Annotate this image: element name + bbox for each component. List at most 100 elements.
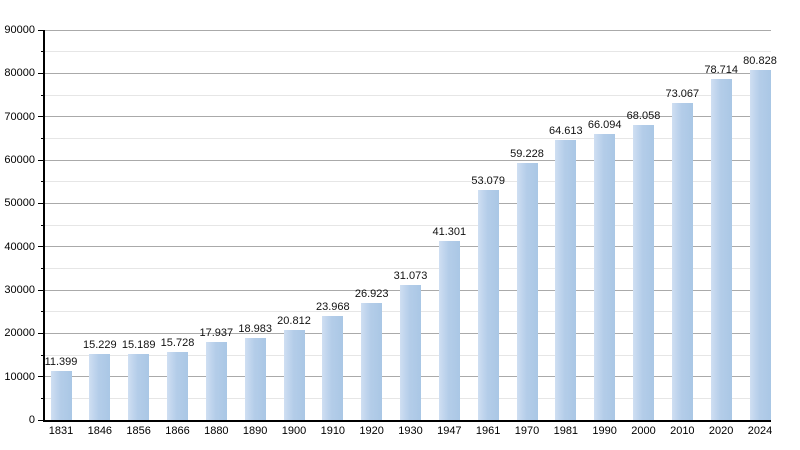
major-gridline bbox=[44, 116, 771, 118]
bar-value-label: 64.613 bbox=[549, 125, 583, 137]
y-minor-tick bbox=[41, 267, 44, 269]
bar-1981 bbox=[555, 140, 577, 420]
bar-value-label: 17.937 bbox=[199, 327, 234, 340]
minor-gridline bbox=[44, 51, 771, 53]
bar-1831 bbox=[50, 370, 72, 420]
bar-1961 bbox=[477, 189, 499, 420]
bar-value-label: 15.189 bbox=[121, 339, 156, 352]
bar-value-label: 73.067 bbox=[665, 88, 700, 101]
x-axis-tick-label: 2000 bbox=[631, 425, 656, 437]
x-axis-tick-label: 2024 bbox=[747, 425, 773, 437]
y-minor-tick bbox=[41, 397, 44, 399]
bar-2000 bbox=[633, 125, 654, 420]
x-axis-tick-label: 2010 bbox=[670, 425, 695, 437]
y-axis-tick-label: 70000 bbox=[4, 110, 35, 123]
y-axis-tick-label: 30000 bbox=[4, 284, 35, 296]
bar-value-label: 80.828 bbox=[743, 54, 777, 67]
major-gridline bbox=[44, 246, 771, 248]
x-axis-tick-label: 2020 bbox=[708, 425, 734, 437]
x-axis-tick-label: 1961 bbox=[475, 425, 501, 437]
major-gridline bbox=[44, 72, 771, 74]
bar-value-label: 11.399 bbox=[44, 355, 78, 368]
bar-value-label: 15.728 bbox=[160, 336, 195, 349]
y-major-tick bbox=[38, 289, 44, 291]
bar-1880 bbox=[205, 342, 227, 420]
x-axis-tick-label: 1910 bbox=[320, 425, 346, 437]
bar-1890 bbox=[244, 337, 266, 420]
x-axis-tick-label: 1866 bbox=[165, 425, 190, 437]
bar-1900 bbox=[283, 329, 305, 420]
y-axis-tick-label: 40000 bbox=[4, 240, 35, 253]
bar-1990 bbox=[594, 133, 616, 420]
bar-value-label: 26.923 bbox=[354, 288, 389, 301]
y-minor-tick bbox=[41, 354, 44, 356]
y-axis-tick-label: 0 bbox=[28, 414, 35, 426]
bar-value-label: 41.301 bbox=[432, 226, 467, 239]
bar-value-label: 31.073 bbox=[393, 270, 428, 283]
y-minor-tick bbox=[41, 94, 44, 96]
bar-1970 bbox=[516, 163, 538, 420]
y-axis-tick-label: 50000 bbox=[4, 197, 35, 210]
y-minor-tick bbox=[41, 311, 44, 313]
y-major-tick bbox=[38, 332, 44, 334]
minor-gridline bbox=[44, 181, 771, 183]
bar-1930 bbox=[400, 285, 421, 420]
x-axis-tick-label: 1856 bbox=[126, 425, 151, 437]
x-axis-tick-label: 1947 bbox=[437, 425, 462, 437]
bar-1866 bbox=[167, 351, 188, 420]
bar-value-label: 18.983 bbox=[238, 322, 272, 335]
y-axis-tick-label: 90000 bbox=[4, 24, 35, 36]
x-axis bbox=[43, 420, 771, 422]
minor-gridline bbox=[44, 137, 771, 139]
bar-2010 bbox=[671, 103, 693, 420]
bar-value-label: 15.229 bbox=[83, 339, 117, 351]
minor-gridline bbox=[44, 267, 771, 269]
x-axis-tick-label: 1900 bbox=[281, 425, 307, 437]
bar-2020 bbox=[710, 78, 732, 420]
y-minor-tick bbox=[41, 181, 44, 183]
bar-value-label: 68.058 bbox=[626, 110, 661, 123]
y-axis-tick-label: 20000 bbox=[4, 327, 35, 340]
x-axis-tick-label: 1990 bbox=[592, 425, 617, 437]
major-gridline bbox=[44, 159, 771, 161]
bar-1947 bbox=[438, 241, 460, 420]
bar-1920 bbox=[361, 303, 383, 420]
bar-1910 bbox=[322, 316, 344, 420]
minor-gridline bbox=[44, 94, 771, 96]
y-major-tick bbox=[38, 246, 44, 248]
y-axis-tick-label: 10000 bbox=[4, 370, 35, 383]
bar-value-label: 78.714 bbox=[704, 63, 738, 76]
bar-value-label: 66.094 bbox=[587, 118, 622, 131]
y-minor-tick bbox=[41, 224, 44, 226]
bar-2024 bbox=[749, 69, 771, 420]
bar-value-label: 23.968 bbox=[316, 301, 350, 314]
major-gridline bbox=[44, 202, 771, 204]
y-axis-tick-label: 60000 bbox=[4, 154, 35, 166]
x-axis-tick-label: 1831 bbox=[48, 425, 74, 437]
minor-gridline bbox=[44, 224, 771, 226]
y-major-tick bbox=[38, 29, 44, 31]
x-axis-tick-label: 1981 bbox=[553, 425, 579, 437]
y-major-tick bbox=[38, 376, 44, 378]
x-axis-tick-label: 1880 bbox=[204, 425, 229, 437]
y-axis bbox=[43, 30, 45, 421]
y-minor-tick bbox=[41, 137, 44, 139]
bar-1856 bbox=[128, 354, 150, 420]
x-axis-tick-label: 1930 bbox=[398, 425, 423, 437]
y-major-tick bbox=[38, 159, 44, 161]
y-minor-tick bbox=[41, 51, 44, 53]
bar-value-label: 20.812 bbox=[277, 314, 311, 327]
x-axis-tick-label: 1920 bbox=[359, 425, 384, 437]
bar-1846 bbox=[89, 354, 111, 420]
y-major-tick bbox=[38, 202, 44, 204]
bar-value-label: 59.228 bbox=[510, 148, 544, 161]
y-major-tick bbox=[38, 72, 44, 74]
x-axis-tick-label: 1890 bbox=[242, 425, 268, 437]
y-major-tick bbox=[38, 419, 44, 421]
y-major-tick bbox=[38, 116, 44, 118]
x-axis-tick-label: 1846 bbox=[87, 425, 113, 437]
major-gridline bbox=[44, 29, 771, 31]
bar-value-label: 53.079 bbox=[471, 174, 505, 187]
x-axis-tick-label: 1970 bbox=[514, 425, 540, 437]
